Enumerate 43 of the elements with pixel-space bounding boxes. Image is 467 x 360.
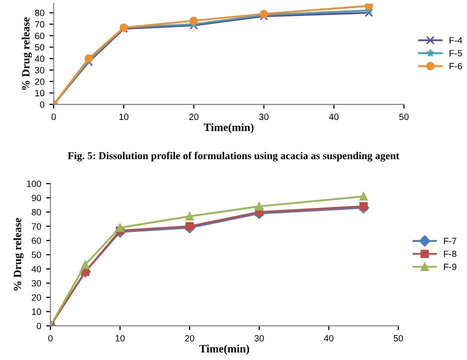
legend-label: F-8 bbox=[444, 250, 456, 258]
x-tick-label: 10 bbox=[119, 114, 128, 120]
y-tick-label: 30 bbox=[34, 67, 44, 74]
x-tick-label: 0 bbox=[52, 114, 56, 120]
y-tick-label: 40 bbox=[32, 266, 42, 272]
y-tick-label: 50 bbox=[35, 44, 44, 50]
y-tick-label: 70 bbox=[32, 223, 42, 230]
y-tick-label: 40 bbox=[34, 56, 44, 62]
y-axis-title: % Drug release bbox=[13, 218, 24, 290]
y-tick-label: 60 bbox=[35, 32, 44, 40]
x-tick-label: 40 bbox=[324, 335, 334, 342]
y-tick-label: 80 bbox=[35, 10, 44, 16]
y-tick-label: 50 bbox=[32, 252, 42, 258]
x-tick-label: 50 bbox=[394, 335, 404, 342]
caption: Fig. 5: Dissolution profile of formulations using acacia as suspending agent bbox=[68, 152, 400, 162]
y-tick-label: 100 bbox=[27, 180, 42, 187]
x-tick-label: 0 bbox=[48, 335, 53, 342]
y-tick-label: 10 bbox=[35, 90, 44, 96]
legend-label: F-5 bbox=[450, 50, 462, 56]
legend-label: F-9 bbox=[444, 264, 456, 270]
y-tick-label: 60 bbox=[32, 237, 42, 244]
y-axis-title: % Drug release bbox=[22, 17, 32, 90]
y-tick-label: 20 bbox=[32, 294, 42, 301]
legend-label: F-6 bbox=[450, 62, 462, 70]
x-tick-label: 20 bbox=[189, 114, 198, 120]
x-tick-label: 30 bbox=[254, 335, 264, 342]
x-axis-title: Time(min) bbox=[204, 123, 254, 134]
y-tick-label: 80 bbox=[32, 209, 42, 216]
legend-label: F-7 bbox=[444, 238, 456, 244]
x-tick-label: 20 bbox=[185, 335, 194, 342]
legend-label: F-4 bbox=[450, 37, 462, 44]
x-tick-label: 50 bbox=[399, 114, 409, 120]
x-axis-title: Time(min) bbox=[199, 344, 250, 355]
x-tick-label: 40 bbox=[329, 114, 339, 120]
y-tick-label: 70 bbox=[35, 21, 44, 28]
x-tick-label: 10 bbox=[116, 335, 125, 342]
y-tick-label: 30 bbox=[32, 280, 42, 286]
y-tick-label: 90 bbox=[32, 194, 42, 202]
y-tick-label: 0 bbox=[40, 101, 44, 108]
y-tick-label: 20 bbox=[35, 78, 44, 85]
y-tick-label: 10 bbox=[32, 308, 42, 315]
y-tick-label: 0 bbox=[36, 322, 42, 330]
x-tick-label: 30 bbox=[259, 114, 269, 120]
